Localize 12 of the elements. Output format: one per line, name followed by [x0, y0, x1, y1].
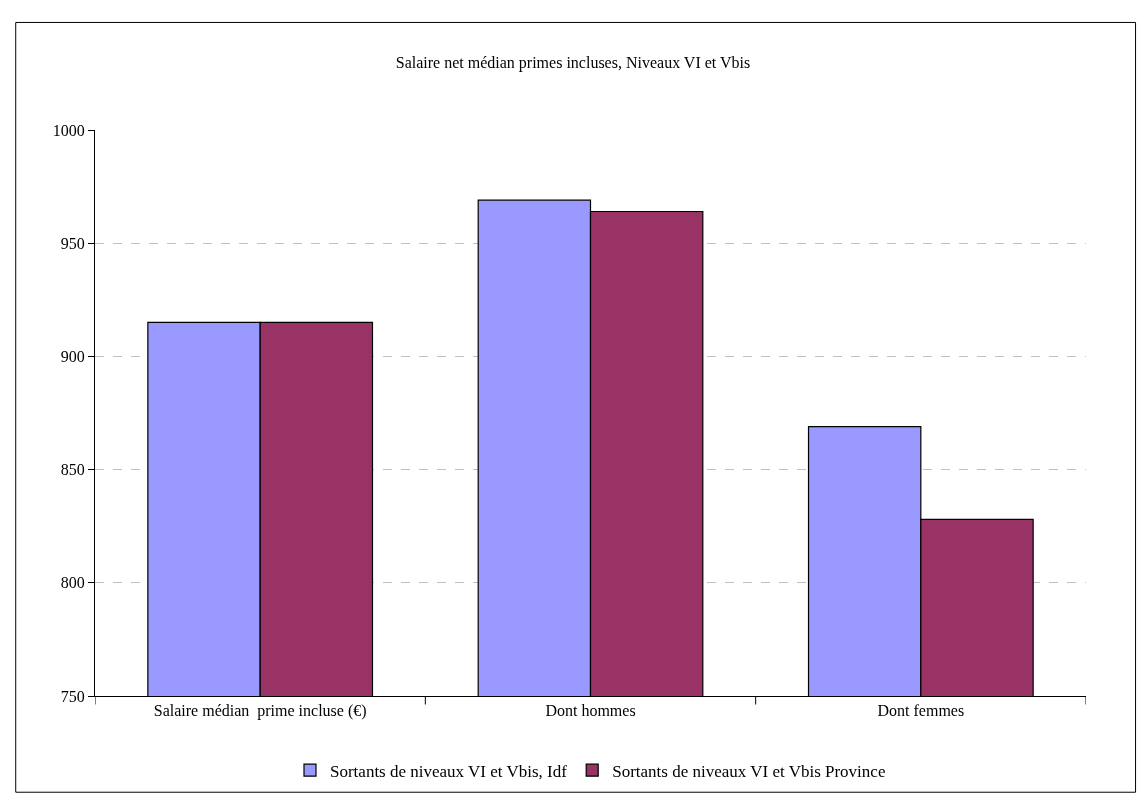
chart-title: Salaire net médian primes incluses, Niveaux VI et Vbis — [395, 53, 751, 72]
x-tick-label: Salaire médian prime incluse (€) — [153, 702, 367, 721]
x-tick-label: Dont femmes — [877, 702, 965, 720]
y-tick-label: 750 — [60, 687, 85, 705]
y-tick-label: 1000 — [52, 121, 85, 139]
y-tick-label: 900 — [60, 348, 85, 365]
legend-label: Sortants de niveaux VI et Vbis Province — [612, 761, 886, 781]
y-tick-label: 850 — [60, 461, 85, 479]
y-tick-label: 800 — [60, 574, 85, 592]
y-tick-label: 950 — [60, 234, 85, 252]
legend-label: Sortants de niveaux VI et Vbis, Idf — [330, 761, 568, 781]
x-tick-label: Dont hommes — [545, 702, 636, 720]
